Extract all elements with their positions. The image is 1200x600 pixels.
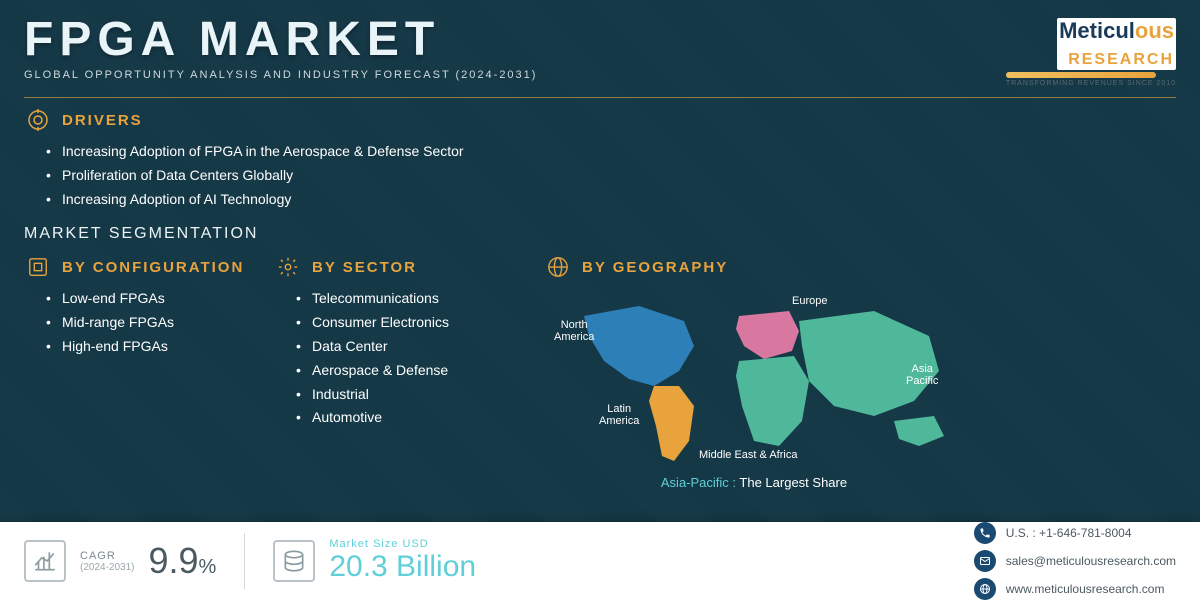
logo-swoosh [1006,72,1156,78]
contact-email: sales@meticulousresearch.com [974,550,1176,572]
sector-item: Automotive [312,406,524,430]
title-block: FPGA MARKET GLOBAL OPPORTUNITY ANALYSIS … [24,12,1006,81]
sector-icon [274,253,302,281]
config-column: BY CONFIGURATION Low-end FPGAs Mid-range… [24,253,254,490]
region-europe [736,311,799,359]
region-mea [736,356,809,446]
map-label-la: LatinAmerica [599,403,639,427]
footer: CAGR (2024-2031) 9.9% Market Size USD 20… [0,522,1200,600]
sector-list: Telecommunications Consumer Electronics … [274,287,524,430]
logo-tagline: TRANSFORMING REVENUES SINCE 2010 [1006,80,1176,87]
geography-column: BY GEOGRAPHY [544,253,1176,490]
logo-part2: ous [1135,18,1174,43]
page-title: FPGA MARKET [24,12,1006,67]
email-icon [974,550,996,572]
world-map: NorthAmerica LatinAmerica Europe Middle … [544,291,964,471]
market-value: 20.3 Billion [329,550,476,584]
drivers-list: Increasing Adoption of FPGA in the Aeros… [24,140,1176,211]
web-text: www.meticulousresearch.com [1006,582,1165,596]
contact-web: www.meticulousresearch.com [974,578,1176,600]
geo-note: Asia-Pacific : The Largest Share [544,475,964,490]
logo-part1: Meticul [1059,18,1135,43]
sector-item: Telecommunications [312,287,524,311]
logo-line2: RESEARCH [1068,51,1174,68]
driver-item: Proliferation of Data Centers Globally [62,164,1176,188]
phone-icon [974,522,996,544]
segmentation-title: MARKET SEGMENTATION [24,225,1176,243]
drivers-icon [24,106,52,134]
map-label-apac: AsiaPacific [906,363,938,387]
web-icon [974,578,996,600]
brand-logo: Meticulous RESEARCH TRANSFORMING REVENUE… [1006,12,1176,87]
geo-title: BY GEOGRAPHY [582,259,728,276]
cagr-text: CAGR (2024-2031) [80,550,134,573]
market-metric: Market Size USD 20.3 Billion [273,538,476,584]
driver-item: Increasing Adoption of FPGA in the Aeros… [62,140,1176,164]
cagr-period: (2024-2031) [80,562,134,573]
config-title: BY CONFIGURATION [62,259,244,276]
cagr-number: 9.9 [148,540,198,581]
cagr-label: CAGR [80,550,134,562]
config-icon [24,253,52,281]
region-latin-america [649,386,694,461]
map-label-mea: Middle East & Africa [699,449,797,461]
phone-text: U.S. : +1-646-781-8004 [1006,526,1132,540]
segmentation-columns: BY CONFIGURATION Low-end FPGAs Mid-range… [24,253,1176,490]
config-header: BY CONFIGURATION [24,253,254,281]
config-item: High-end FPGAs [62,335,254,359]
sector-title: BY SECTOR [312,259,417,276]
footer-separator [244,533,245,589]
geo-note-rest: The Largest Share [736,475,847,490]
cagr-unit: % [199,556,217,578]
globe-icon [544,253,572,281]
region-north-america [584,306,694,386]
cagr-value: 9.9% [148,540,216,582]
contact-block: U.S. : +1-646-781-8004 sales@meticulousr… [974,522,1176,600]
map-label-na: NorthAmerica [554,319,594,343]
geo-header: BY GEOGRAPHY [544,253,1176,281]
map-svg [544,291,964,471]
sector-item: Consumer Electronics [312,311,524,335]
driver-item: Increasing Adoption of AI Technology [62,188,1176,212]
contact-phone: U.S. : +1-646-781-8004 [974,522,1176,544]
drivers-header: DRIVERS [24,106,1176,134]
geo-note-highlight: Asia-Pacific : [661,475,736,490]
sector-column: BY SECTOR Telecommunications Consumer El… [274,253,524,490]
map-label-eu: Europe [792,295,827,307]
money-icon [273,540,315,582]
market-text: Market Size USD 20.3 Billion [329,538,476,584]
page-subtitle: GLOBAL OPPORTUNITY ANALYSIS AND INDUSTRY… [24,69,1006,81]
region-oceania [894,416,944,446]
logo-text: Meticulous RESEARCH [1057,18,1176,70]
drivers-title: DRIVERS [62,112,143,129]
config-item: Low-end FPGAs [62,287,254,311]
sector-item: Industrial [312,383,524,407]
sector-item: Data Center [312,335,524,359]
config-item: Mid-range FPGAs [62,311,254,335]
divider [24,97,1176,98]
email-text: sales@meticulousresearch.com [1006,554,1176,568]
cagr-metric: CAGR (2024-2031) 9.9% [24,540,216,582]
sector-header: BY SECTOR [274,253,524,281]
chart-icon [24,540,66,582]
market-label: Market Size USD [329,538,476,550]
config-list: Low-end FPGAs Mid-range FPGAs High-end F… [24,287,254,358]
header: FPGA MARKET GLOBAL OPPORTUNITY ANALYSIS … [24,12,1176,87]
sector-item: Aerospace & Defense [312,359,524,383]
